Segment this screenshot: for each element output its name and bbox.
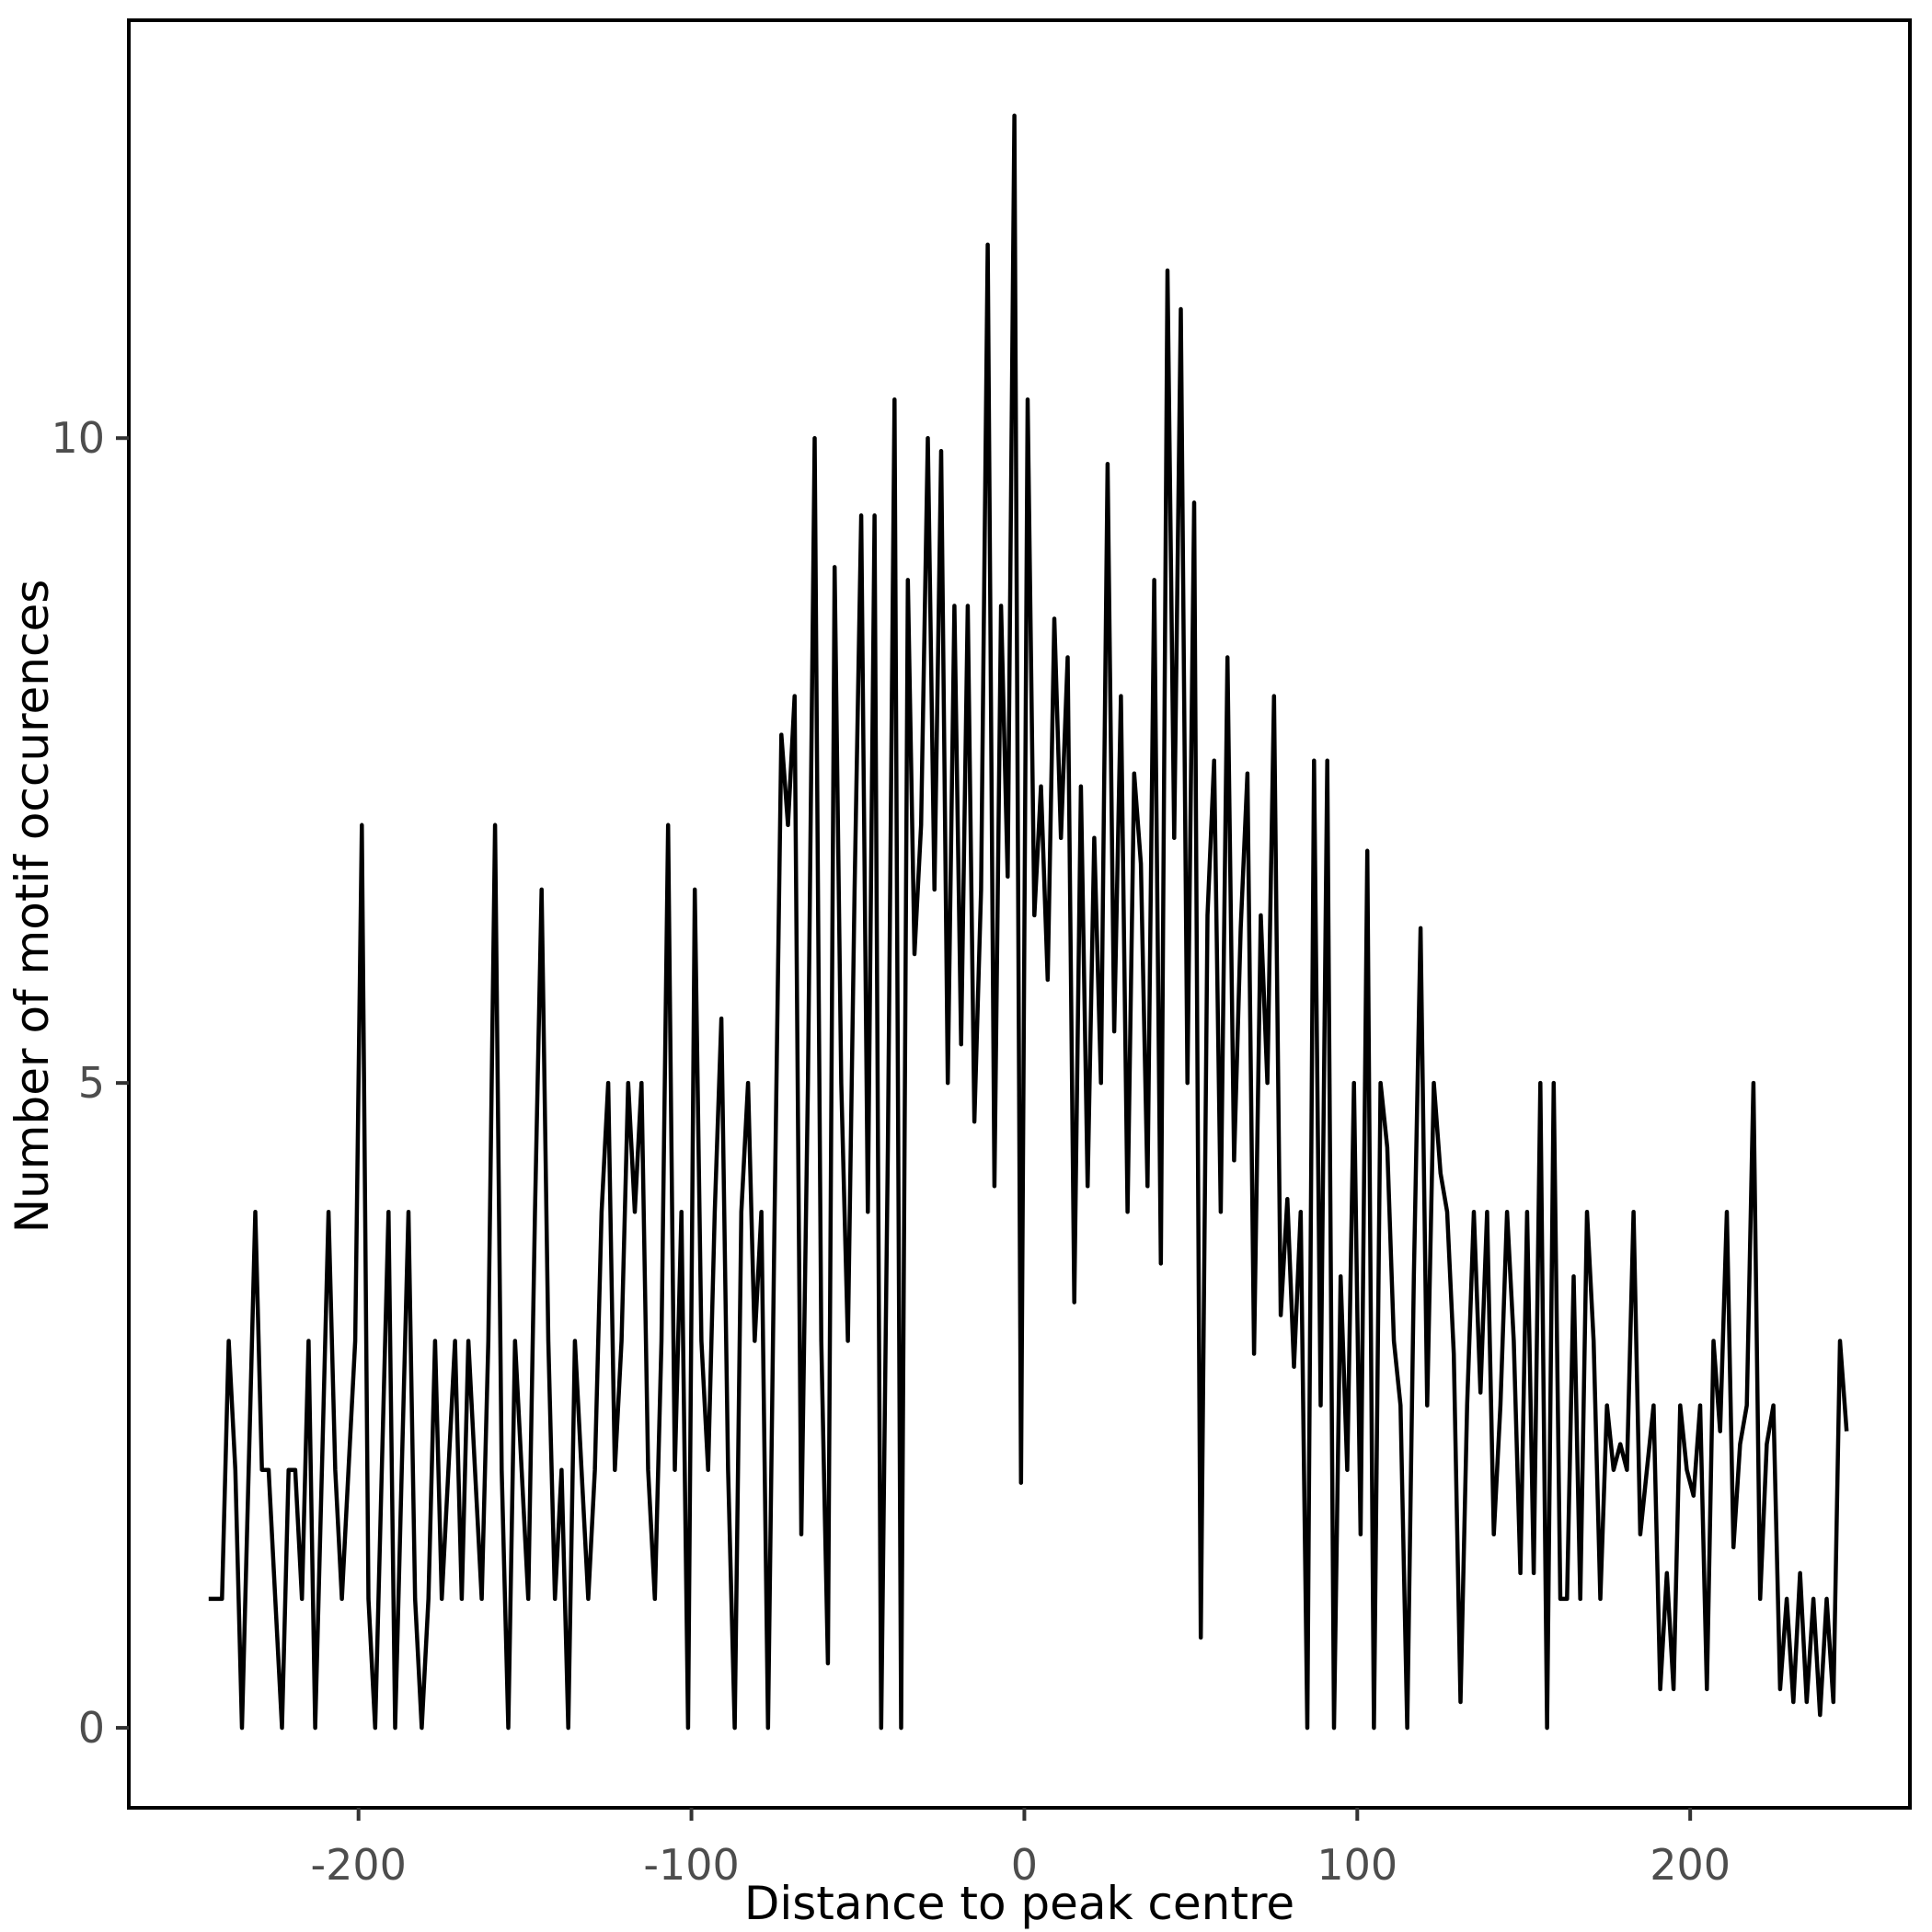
x-tick-label: 100 (1317, 1840, 1397, 1890)
x-tick-label: 200 (1650, 1840, 1731, 1890)
y-axis-title: Number of motif occurences (6, 580, 59, 1234)
panel-border (127, 18, 1912, 1810)
y-tick-label: 0 (78, 1703, 105, 1753)
x-tick-label: 0 (1011, 1840, 1038, 1890)
y-axis-ticks: 0 5 10 (51, 413, 129, 1753)
series-layer (208, 113, 1849, 1731)
x-tick-label: -100 (643, 1840, 739, 1890)
x-tick-label: -200 (310, 1840, 406, 1890)
y-tick-label: 5 (78, 1058, 105, 1108)
x-axis-ticks: -200 -100 0 100 200 (310, 1808, 1731, 1890)
y-tick-label: 10 (51, 413, 105, 463)
data-line (208, 113, 1849, 1731)
x-axis-title: Distance to peak centre (744, 1877, 1294, 1930)
